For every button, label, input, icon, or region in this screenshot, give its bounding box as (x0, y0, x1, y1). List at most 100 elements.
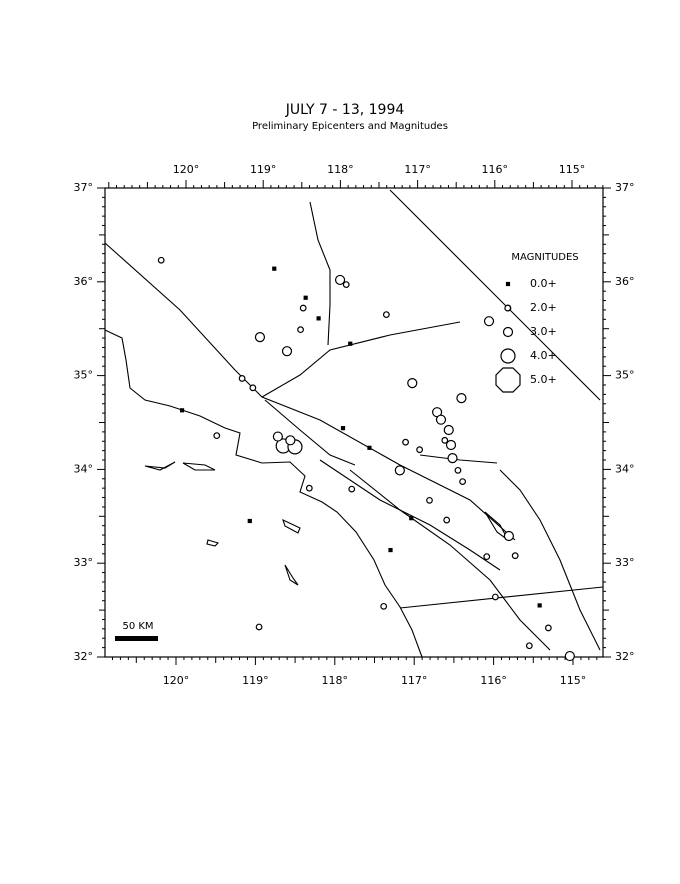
island (144, 461, 176, 471)
epicenter (537, 603, 542, 608)
lon-label: 115° (559, 163, 586, 176)
epicenter (388, 547, 393, 553)
epicenter (299, 304, 307, 312)
lat-label: 34° (74, 462, 94, 475)
geography (104, 189, 604, 658)
island (282, 518, 301, 534)
epicenter (525, 642, 533, 650)
epicenter (443, 516, 451, 524)
fault (264, 399, 356, 466)
lat-label: 37° (74, 181, 94, 194)
epicenter (272, 431, 283, 442)
legend-symbol (502, 326, 514, 338)
epicenter (334, 274, 346, 286)
epicenter (297, 326, 304, 334)
epicenter (249, 384, 257, 392)
epicenter (504, 304, 512, 312)
epicenter (407, 378, 418, 389)
epicenter (348, 341, 353, 346)
epicenter (255, 623, 263, 631)
epicenter (456, 393, 467, 404)
island (284, 564, 299, 586)
lon-label: 118° (327, 163, 354, 176)
legend-label: 4.0+ (530, 349, 557, 362)
legend-symbol (505, 281, 511, 287)
fault (319, 459, 501, 571)
epicenter (367, 445, 372, 450)
state-border (399, 586, 604, 609)
map-title: JULY 7 - 13, 1994 (285, 102, 405, 118)
epicenter (459, 478, 467, 485)
legend-symbol (500, 348, 516, 364)
legend-label: 5.0+ (530, 373, 557, 386)
epicenter (441, 436, 449, 444)
lat-label: 37° (615, 181, 635, 194)
epicenter (409, 516, 414, 521)
epicenter (445, 439, 457, 451)
epicenter (316, 316, 321, 321)
fault (419, 454, 498, 464)
lat-label: 35° (615, 369, 635, 382)
fault (499, 469, 601, 651)
lat-label: 33° (615, 556, 635, 569)
lat-label: 36° (74, 275, 94, 288)
lon-label: 118° (322, 674, 349, 687)
lat-label: 33° (74, 556, 94, 569)
epicenter (483, 316, 495, 327)
lat-label: 36° (615, 275, 635, 288)
island (206, 539, 220, 547)
epicenter (179, 408, 185, 413)
epicenter (254, 332, 266, 343)
epicenter (213, 432, 221, 440)
epicenter (281, 346, 293, 357)
epicenter (340, 426, 346, 431)
epicenter (238, 375, 246, 382)
epicenter (342, 281, 350, 289)
coastline (104, 329, 423, 658)
epicenter (491, 593, 499, 601)
epicenter (157, 256, 165, 264)
scale-bar: 50 KM (115, 621, 158, 641)
lon-label: 117° (401, 674, 428, 687)
lon-label: 119° (242, 674, 269, 687)
lon-label: 116° (480, 674, 507, 687)
fault (349, 469, 551, 651)
epicenter (447, 453, 458, 464)
state-border (389, 189, 601, 401)
fault (104, 242, 516, 541)
epicenter (564, 650, 575, 662)
epicenter (426, 496, 433, 504)
epicenter (544, 624, 552, 632)
epicenter (503, 530, 514, 542)
epicenter (305, 484, 313, 492)
lat-label: 32° (74, 650, 94, 663)
epicenter (303, 295, 308, 300)
epicenter (348, 485, 356, 493)
epicenter (380, 602, 388, 610)
lon-label: 120° (163, 674, 190, 687)
epicenter (435, 414, 447, 425)
epicenter (285, 435, 296, 446)
legend-label: 0.0+ (530, 277, 557, 290)
epicenter (454, 466, 462, 474)
legend-label: 2.0+ (530, 301, 557, 314)
epicenter (402, 438, 409, 446)
epicenter (416, 446, 424, 454)
lat-label: 35° (74, 369, 94, 382)
scale-bar-rect (115, 636, 158, 641)
epicenter (443, 424, 454, 436)
map-subtitle: Preliminary Epicenters and Magnitudes (252, 121, 448, 132)
lon-label: 116° (482, 163, 509, 176)
legend-symbol (495, 367, 521, 393)
lon-label: 119° (250, 163, 277, 176)
fault (309, 201, 331, 346)
lat-label: 32° (615, 650, 635, 663)
island (182, 462, 216, 471)
legend-label: 3.0+ (530, 325, 557, 338)
epicenter (382, 311, 390, 319)
epicenter (511, 552, 519, 560)
legend-title: MAGNITUDES (511, 252, 578, 263)
scale-bar-label: 50 KM (122, 621, 153, 632)
epicenter (483, 553, 491, 561)
